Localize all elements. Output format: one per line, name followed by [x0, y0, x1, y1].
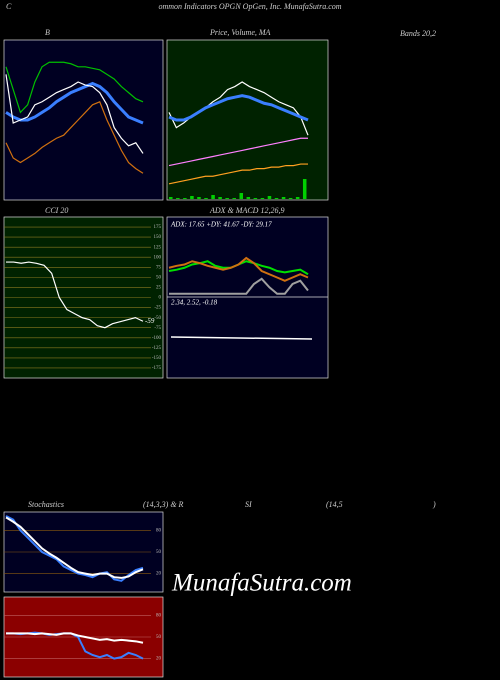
y-tick-label: -100 — [152, 336, 162, 341]
header-letter: C — [6, 2, 12, 11]
volume-bar — [190, 196, 194, 199]
panel-title: ADX & MACD 12,26,9 — [209, 206, 284, 215]
y-tick-label: -175 — [152, 366, 162, 371]
volume-bar — [281, 197, 286, 199]
bands-label: Bands 20,2 — [400, 29, 436, 38]
volume-bar — [197, 197, 201, 199]
series-line — [5, 100, 144, 174]
y-tick-label: 175 — [154, 225, 162, 230]
volume-bar — [183, 198, 187, 199]
y-tick-label: -150 — [152, 356, 162, 361]
series-line — [5, 515, 144, 582]
volume-bar — [211, 195, 215, 199]
volume-bar — [267, 196, 272, 199]
y-tick-label: 50 — [156, 276, 162, 281]
y-tick-label: -25 — [154, 306, 161, 311]
header-title: ommon Indicators OPGN OpGen, Inc. Munafa… — [158, 2, 341, 11]
stoch-params: (14,3,3) & R — [143, 500, 184, 509]
volume-bar — [225, 198, 229, 199]
volume-bar — [218, 197, 222, 199]
panel-title: Price, Volume, MA — [209, 28, 271, 37]
series-line — [6, 632, 144, 644]
volume-bar — [169, 197, 173, 199]
y-tick-label: 75 — [156, 265, 162, 270]
volume-bar — [295, 197, 300, 199]
y-tick-label: 25 — [156, 286, 162, 291]
panel — [166, 39, 329, 201]
y-tick-label: 80 — [156, 529, 162, 534]
series-line — [168, 163, 308, 185]
volume-bar — [204, 198, 208, 199]
y-tick-label: -50 — [154, 316, 161, 321]
panel-title: B — [45, 28, 50, 37]
rsi-label: SI — [245, 500, 252, 509]
y-tick-label: -75 — [154, 326, 161, 331]
value-label: -59 — [145, 317, 155, 325]
macd-text: 2.34, 2.52, -0.18 — [171, 299, 218, 307]
volume-bar — [274, 198, 279, 199]
watermark: MunafaSutra.com — [171, 570, 352, 597]
y-tick-label: 20 — [156, 572, 162, 577]
rsi-params: (14,5 — [326, 500, 343, 509]
macd-line — [170, 336, 313, 340]
series-line — [5, 61, 144, 114]
y-tick-label: 0 — [159, 296, 162, 301]
panel — [166, 216, 329, 379]
series-line — [168, 94, 309, 122]
series-line — [5, 74, 144, 154]
panel-title: CCI 20 — [45, 206, 68, 215]
series-line — [169, 277, 309, 295]
volume-bar — [253, 198, 258, 199]
volume-bar — [176, 198, 180, 199]
series-line — [168, 256, 309, 282]
volume-bar — [239, 193, 244, 199]
series-line — [5, 81, 144, 125]
volume-bar — [246, 197, 251, 199]
y-tick-label: 125 — [154, 245, 162, 250]
y-tick-label: 50 — [156, 635, 162, 640]
volume-bar — [232, 198, 236, 199]
y-tick-label: 100 — [154, 255, 162, 260]
stoch-label: Stochastics — [28, 500, 64, 509]
y-tick-label: 150 — [154, 235, 162, 240]
series-line — [6, 261, 144, 329]
y-tick-label: 50 — [156, 550, 162, 555]
volume-bar — [260, 198, 265, 199]
y-tick-label: -125 — [152, 346, 162, 351]
close-paren: ) — [432, 500, 436, 509]
series-line — [168, 137, 308, 167]
y-tick-label: 20 — [156, 657, 162, 662]
volume-bar — [288, 198, 293, 199]
adx-text: ADX: 17.65 +DY: 41.67 -DY: 29.17 — [170, 221, 272, 229]
volume-bar — [302, 179, 307, 199]
series-line — [5, 516, 144, 579]
y-tick-label: 80 — [156, 614, 162, 619]
